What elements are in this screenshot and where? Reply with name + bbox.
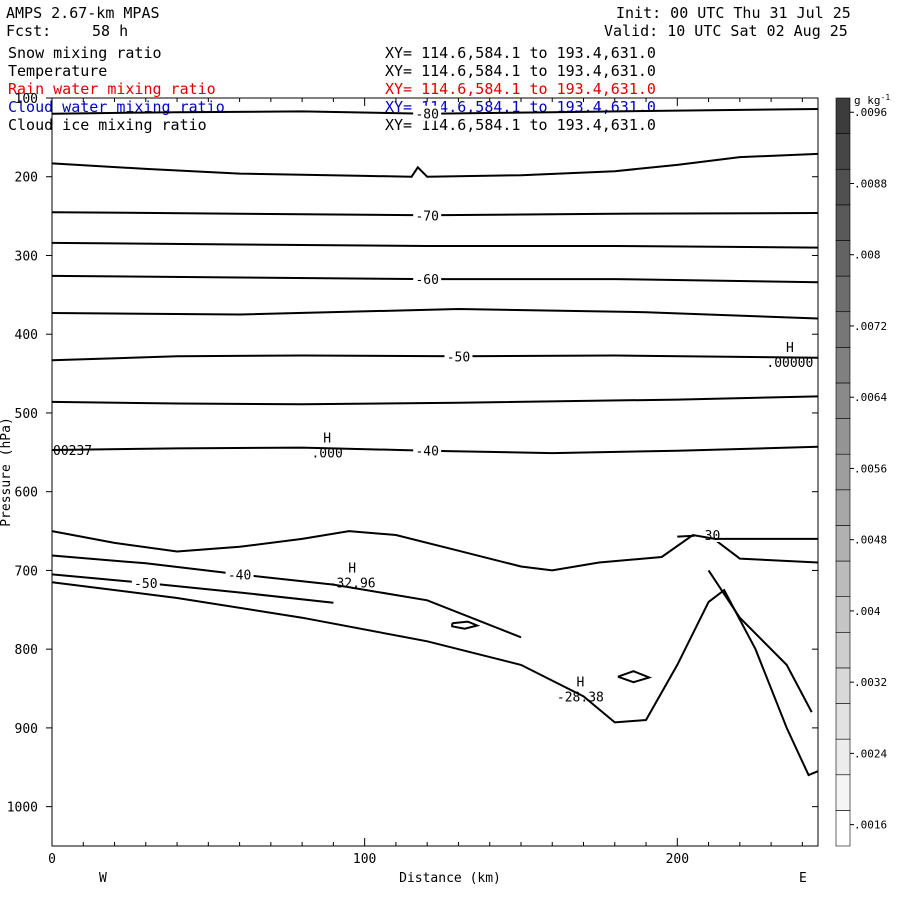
colorbar-swatch bbox=[835, 311, 851, 348]
temperature-contour-line bbox=[51, 241, 819, 249]
contour-label: -40 bbox=[415, 445, 438, 460]
y-tick-label: 200 bbox=[15, 171, 38, 186]
colorbar-swatch bbox=[835, 347, 851, 384]
colorbar-swatch bbox=[835, 418, 851, 455]
contour-label: -30 bbox=[697, 529, 720, 544]
colorbar-swatch bbox=[835, 596, 851, 633]
east-label: E bbox=[799, 871, 807, 886]
colorbar-tick-label: .0072 bbox=[854, 320, 887, 333]
contour-label-bg bbox=[413, 207, 442, 223]
colorbar: .0096 .0088 .008 .0072 .0064 .0056 .0048 .004 .0… bbox=[835, 93, 890, 847]
high-marker-value: -32.96 bbox=[329, 576, 376, 591]
temperature-contour-line bbox=[51, 395, 819, 406]
colorbar-swatch bbox=[835, 810, 851, 847]
high-marker-value: .00000 bbox=[766, 356, 813, 371]
edge-value-label: 00237 bbox=[53, 444, 92, 459]
terrain-line bbox=[51, 581, 819, 777]
contour-label: -40 bbox=[228, 568, 251, 583]
colorbar-tick-label: .0032 bbox=[854, 676, 887, 689]
temperature-contour-line bbox=[51, 573, 334, 604]
x-tick-label: 200 bbox=[666, 852, 689, 867]
high-marker-value: .000 bbox=[311, 446, 342, 461]
colorbar-swatch bbox=[835, 560, 851, 597]
colorbar-swatch bbox=[835, 631, 851, 669]
y-axis-label: Pressure (hPa) bbox=[0, 417, 14, 527]
high-marker-letter: H bbox=[576, 675, 584, 690]
y-tick-label: 400 bbox=[15, 328, 38, 343]
colorbar-tick-label: .0024 bbox=[854, 747, 887, 760]
colorbar-swatch bbox=[835, 738, 851, 776]
colorbar-swatch bbox=[835, 275, 851, 313]
colorbar-swatch bbox=[835, 382, 851, 419]
cloud-outline-line bbox=[707, 569, 813, 713]
colorbar-tick-label: .0096 bbox=[854, 106, 887, 119]
y-tick-label: 300 bbox=[15, 249, 38, 264]
y-tick-label: 100 bbox=[15, 92, 38, 107]
y-tick-label: 800 bbox=[15, 643, 38, 658]
y-tick-label: 1000 bbox=[7, 801, 38, 816]
colorbar-swatch bbox=[835, 204, 851, 241]
contour-label-bg bbox=[413, 105, 442, 121]
contour-label-bg bbox=[131, 575, 160, 591]
temperature-contour-line bbox=[51, 354, 819, 362]
contour-label-bg bbox=[413, 271, 442, 287]
temperature-contour-line bbox=[51, 554, 522, 639]
colorbar-swatch bbox=[835, 525, 851, 562]
plot-frame bbox=[51, 97, 819, 847]
colorbar-swatch bbox=[835, 240, 851, 277]
temperature-contour-line bbox=[51, 152, 819, 178]
contour-label: -80 bbox=[415, 108, 438, 123]
distance-axis: 0 100 200 bbox=[48, 98, 803, 867]
y-tick-label: 600 bbox=[15, 486, 38, 501]
contour-label-bg bbox=[444, 348, 473, 364]
y-tick-label: 700 bbox=[15, 564, 38, 579]
high-marker-value: -28.38 bbox=[557, 690, 604, 705]
terrain-outline bbox=[51, 581, 819, 777]
colorbar-tick-label: .0056 bbox=[854, 462, 887, 475]
cloud-outline-line bbox=[51, 530, 818, 572]
colorbar-tick-label: .004 bbox=[854, 605, 881, 618]
hydrometeor-contours bbox=[51, 530, 818, 713]
temperature-contour-line bbox=[51, 307, 819, 320]
colorbar-tick-label: .0016 bbox=[854, 819, 887, 832]
colorbar-tick-label: .0064 bbox=[854, 391, 887, 404]
colorbar-swatch bbox=[835, 133, 851, 170]
contour-label: -50 bbox=[447, 350, 470, 365]
west-label: W bbox=[99, 871, 107, 886]
colorbar-tick-label: .0048 bbox=[854, 534, 887, 547]
x-axis-label: Distance (km) bbox=[399, 871, 501, 886]
colorbar-tick-label: .008 bbox=[854, 249, 881, 262]
x-tick-label: 0 bbox=[48, 852, 56, 867]
colorbar-swatch bbox=[835, 667, 851, 704]
colorbar-unit-exponent: -1 bbox=[881, 93, 891, 102]
colorbar-unit: g kg-1 bbox=[854, 93, 890, 107]
colorbar-swatch bbox=[835, 703, 851, 740]
colorbar-swatch bbox=[835, 489, 851, 526]
x-tick-label: 100 bbox=[353, 852, 376, 867]
contour-label-bg bbox=[225, 566, 254, 582]
contour-label: -50 bbox=[134, 577, 157, 592]
high-marker-letter: H bbox=[786, 341, 794, 356]
colorbar-swatch bbox=[835, 168, 851, 206]
y-tick-label: 900 bbox=[15, 722, 38, 737]
colorbar-swatch bbox=[835, 453, 851, 491]
colorbar-swatch bbox=[835, 97, 851, 134]
high-marker-letter: H bbox=[348, 561, 356, 576]
colorbar-tick-label: .0088 bbox=[854, 177, 887, 190]
high-marker-letter: H bbox=[323, 431, 331, 446]
colorbar-swatch bbox=[835, 774, 851, 811]
contour-label: -70 bbox=[415, 209, 438, 224]
y-tick-label: 500 bbox=[15, 407, 38, 422]
contour-label-bg bbox=[413, 442, 442, 458]
contour-label: -60 bbox=[415, 273, 438, 288]
cloud-cell-line bbox=[617, 670, 653, 684]
cloud-cell-line bbox=[451, 620, 481, 630]
pressure-axis: 100 200 300 400 500 600 700 800 900 1000 bbox=[7, 92, 818, 816]
temperature-contours: -80 -70 -60 -50 -40 -40 -50 -30 bbox=[51, 105, 819, 639]
